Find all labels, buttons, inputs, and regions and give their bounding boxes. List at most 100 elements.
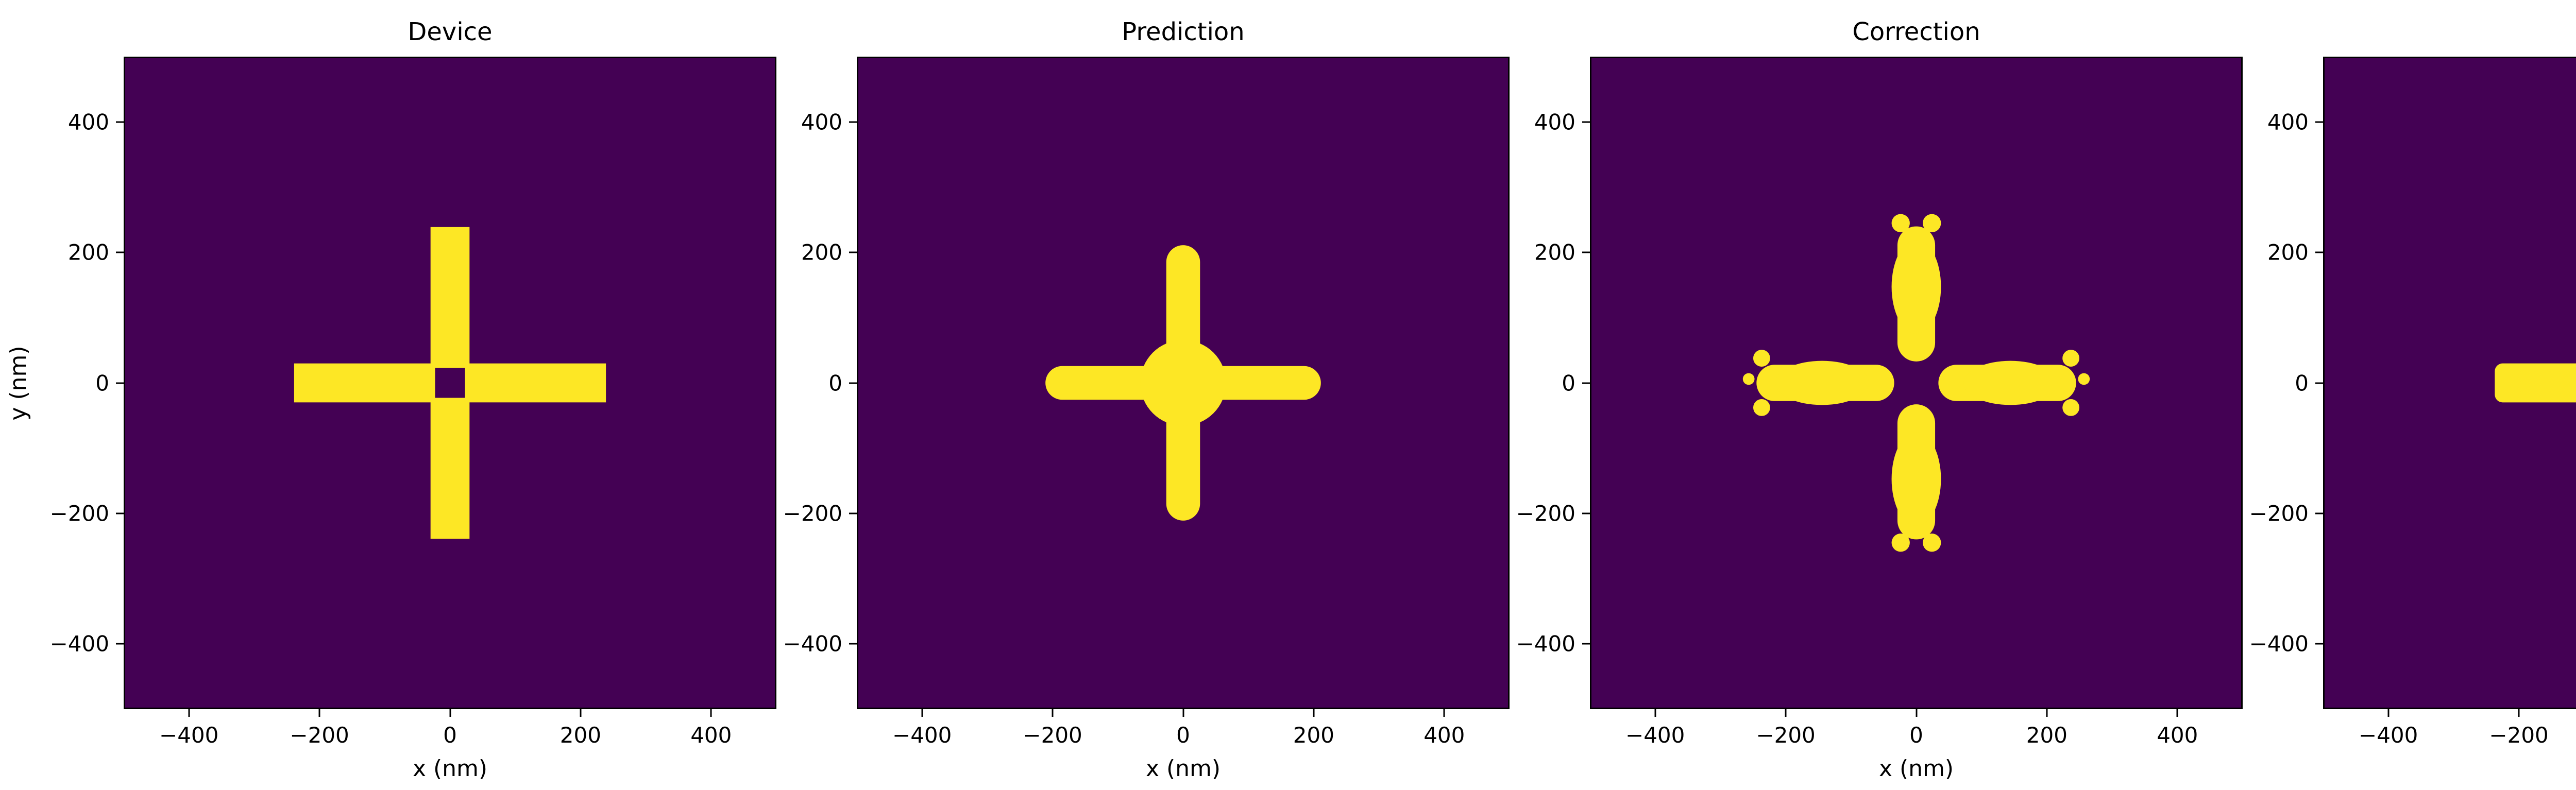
y-tick-label: 200 — [801, 239, 842, 265]
y-tick-label: 0 — [95, 370, 109, 396]
x-tick-mark — [710, 709, 712, 717]
panel-title: Correction — [1852, 18, 1980, 46]
y-tick-label: −200 — [49, 501, 109, 526]
y-tick-mark — [1582, 643, 1590, 645]
y-tick-mark — [849, 643, 857, 645]
y-tick-mark — [116, 251, 124, 253]
x-tick-mark — [449, 709, 451, 717]
x-axis: x (nm) −400 −200 0 200 400 — [124, 709, 776, 786]
y-tick-mark — [849, 382, 857, 384]
y-tick-label: 200 — [1534, 239, 1575, 265]
x-tick-label: 0 — [443, 723, 457, 748]
y-tick-mark — [849, 251, 857, 253]
correction-plot-image — [1591, 58, 2241, 708]
x-tick-label: 0 — [1176, 723, 1190, 748]
x-tick-label: 0 — [1909, 723, 1923, 748]
y-tick-label: −200 — [2249, 501, 2309, 526]
y-tick-mark — [849, 512, 857, 514]
x-tick-mark — [188, 709, 190, 717]
x-tick-mark — [1654, 709, 1656, 717]
y-tick-mark — [116, 512, 124, 514]
outcome-plot-image — [2325, 58, 2576, 708]
y-tick-label: −400 — [2249, 631, 2309, 657]
x-tick-mark — [1313, 709, 1315, 717]
x-tick-label: −400 — [892, 723, 952, 748]
y-axis-label: y (nm) — [5, 345, 31, 421]
y-tick-label: 0 — [828, 370, 842, 396]
x-tick-label: −400 — [2359, 723, 2418, 748]
x-axis-label: x (nm) — [1878, 755, 1954, 782]
x-tick-label: −400 — [159, 723, 219, 748]
x-tick-mark — [2387, 709, 2389, 717]
x-axis-label: x (nm) — [412, 755, 488, 782]
y-tick-mark — [1582, 121, 1590, 123]
device-plot — [124, 57, 776, 709]
prediction-plot-image — [858, 58, 1508, 708]
y-tick-label: −400 — [49, 631, 109, 657]
y-axis-ticks: −400 −200 0 200 400 — [2249, 57, 2323, 709]
y-tick-label: 400 — [2267, 109, 2309, 135]
y-axis-ticks: −400 −200 0 200 400 — [1516, 57, 1590, 709]
y-tick-label: 400 — [801, 109, 842, 135]
panel-device: Device y (nm) −400 −200 0 200 400 x (nm) −40… — [0, 7, 776, 786]
x-tick-label: 400 — [1423, 723, 1465, 748]
panel-correction: Correction −400 −200 0 200 400 x (nm) −400 −2… — [1516, 7, 2243, 786]
x-tick-mark — [921, 709, 923, 717]
y-tick-label: −400 — [1516, 631, 1575, 657]
x-tick-label: −200 — [290, 723, 349, 748]
x-tick-mark — [1785, 709, 1787, 717]
y-axis-ticks: y (nm) −400 −200 0 200 400 — [0, 57, 124, 709]
outcome-plot — [2323, 57, 2576, 709]
x-tick-label: −200 — [1756, 723, 1816, 748]
x-tick-label: 200 — [1293, 723, 1334, 748]
y-tick-label: 200 — [67, 239, 109, 265]
y-tick-label: 0 — [2295, 370, 2309, 396]
panel-title: Prediction — [1122, 18, 1245, 46]
x-tick-mark — [580, 709, 582, 717]
x-axis: x (nm) −400 −200 0 200 400 — [857, 709, 1510, 786]
x-tick-mark — [2518, 709, 2520, 717]
y-axis-ticks: −400 −200 0 200 400 — [783, 57, 857, 709]
x-tick-label: −200 — [1023, 723, 1082, 748]
y-tick-mark — [116, 121, 124, 123]
x-tick-mark — [318, 709, 320, 717]
y-tick-mark — [2315, 382, 2323, 384]
y-tick-label: −200 — [1516, 501, 1575, 526]
y-tick-mark — [1582, 251, 1590, 253]
x-tick-label: 200 — [560, 723, 601, 748]
y-tick-mark — [2315, 643, 2323, 645]
panel-prediction: Prediction −400 −200 0 200 400 x (nm) −400 −2… — [783, 7, 1510, 786]
x-axis: x (nm) −400 −200 0 200 400 — [1590, 709, 2243, 786]
y-tick-label: 400 — [1534, 109, 1575, 135]
y-tick-mark — [2315, 251, 2323, 253]
x-axis-label: x (nm) — [1145, 755, 1221, 782]
x-tick-mark — [2046, 709, 2048, 717]
x-tick-label: 400 — [690, 723, 732, 748]
y-tick-label: −200 — [783, 501, 842, 526]
panel-title: Device — [408, 18, 493, 46]
x-tick-label: −400 — [1625, 723, 1685, 748]
panel-title: Outcome — [2323, 7, 2576, 57]
prediction-plot — [857, 57, 1510, 709]
x-tick-mark — [2176, 709, 2178, 717]
x-tick-label: 200 — [2026, 723, 2067, 748]
y-tick-mark — [849, 121, 857, 123]
y-tick-label: 400 — [67, 109, 109, 135]
y-tick-mark — [2315, 121, 2323, 123]
x-tick-label: −200 — [2489, 723, 2549, 748]
x-tick-mark — [1182, 709, 1184, 717]
correction-plot — [1590, 57, 2243, 709]
y-tick-mark — [2315, 512, 2323, 514]
y-tick-mark — [1582, 512, 1590, 514]
x-tick-mark — [1443, 709, 1445, 717]
x-tick-label: 400 — [2157, 723, 2198, 748]
y-tick-mark — [116, 643, 124, 645]
y-tick-label: 0 — [1562, 370, 1575, 396]
y-tick-mark — [116, 382, 124, 384]
x-tick-mark — [1052, 709, 1054, 717]
y-tick-label: 200 — [2267, 239, 2309, 265]
y-tick-mark — [1582, 382, 1590, 384]
